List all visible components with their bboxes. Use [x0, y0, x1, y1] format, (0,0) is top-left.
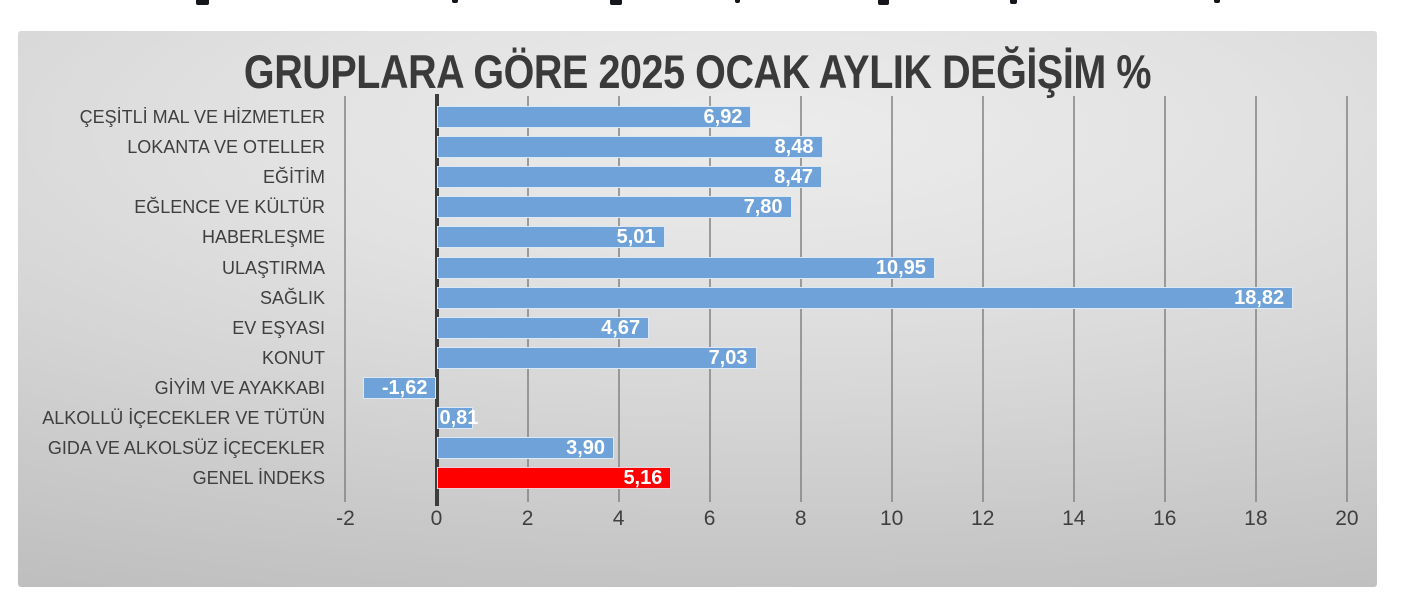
- category-label: GİYİM VE AYAKKABI: [154, 377, 325, 398]
- value-label: 8,47: [774, 166, 814, 189]
- bar: [436, 256, 935, 279]
- value-label: 4,67: [601, 316, 641, 339]
- category-label: EV EŞYASI: [232, 317, 325, 338]
- x-axis-tick-label: 0: [430, 507, 443, 530]
- category-label: HABERLEŞME: [201, 227, 325, 248]
- cropped-glyph-mark: [878, 0, 889, 5]
- gridline: [344, 96, 347, 502]
- cropped-glyph-mark: [735, 0, 740, 3]
- x-axis-tick-label: 8: [794, 507, 807, 530]
- chart-area: GRUPLARA GÖRE 2025 OCAK AYLIK DEĞİŞİM % …: [18, 31, 1377, 587]
- category-label: ÇEŞİTLİ MAL VE HİZMETLER: [79, 107, 325, 127]
- bar: [436, 407, 474, 429]
- bar: [436, 166, 823, 189]
- bar: [436, 226, 665, 249]
- plot-area: -2 0 2 4 6 8 10 12 14 16 18 20 ÇEŞİTLİ MAL VE HİZMET…: [18, 31, 1377, 587]
- x-axis-tick-label: 14: [1062, 507, 1086, 530]
- category-label: LOKANTA VE OTELLER: [127, 137, 325, 158]
- bar: [436, 136, 823, 159]
- x-axis-tick-label: 10: [880, 507, 904, 530]
- value-label: 5,01: [616, 226, 656, 249]
- value-label: 10,95: [875, 256, 926, 279]
- value-label: 18,82: [1234, 286, 1285, 309]
- category-label: GENEL İNDEKS: [192, 468, 325, 489]
- cropped-glyph-mark: [610, 0, 622, 5]
- value-label: -1,62: [381, 376, 428, 399]
- x-axis-tick-label: 2: [521, 507, 534, 530]
- category-label: KONUT: [262, 347, 325, 368]
- cropped-text-remnant: [0, 0, 1406, 8]
- x-axis-tick-label: 16: [1153, 507, 1177, 530]
- bar: [436, 196, 792, 219]
- x-axis-tick-label: 12: [971, 507, 995, 530]
- cropped-glyph-mark: [196, 0, 209, 5]
- value-label: 7,80: [743, 196, 783, 219]
- chart-title: GRUPLARA GÖRE 2025 OCAK AYLIK DEĞİŞİM %: [243, 45, 1152, 98]
- value-label: 8,48: [774, 136, 814, 159]
- bar: [436, 346, 757, 369]
- bar: [436, 316, 650, 339]
- bar: [436, 106, 752, 128]
- x-axis-tick-label: 4: [612, 507, 625, 530]
- cropped-glyph-mark: [1010, 0, 1017, 4]
- category-label: ULAŞTIRMA: [221, 257, 325, 278]
- category-label: ALKOLLÜ İÇECEKLER VE TÜTÜN: [42, 408, 325, 428]
- value-label: 3,90: [566, 437, 606, 460]
- value-label: 7,03: [708, 346, 748, 369]
- x-axis-tick-label: -2: [336, 507, 355, 530]
- category-label: SAĞLIK: [259, 287, 325, 308]
- value-label: 6,92: [703, 106, 743, 128]
- bar: [436, 286, 1294, 309]
- cropped-glyph-mark: [1214, 0, 1220, 3]
- x-axis-tick-label: 18: [1244, 507, 1268, 530]
- x-axis-tick-label: 6: [703, 507, 716, 530]
- bar: [436, 437, 615, 460]
- category-label: EĞLENCE VE KÜLTÜR: [134, 197, 325, 218]
- value-label: 0,81: [439, 407, 479, 429]
- cropped-glyph-mark: [452, 0, 458, 3]
- category-label: GIDA VE ALKOLSÜZ İÇECEKLER: [47, 438, 325, 459]
- bar: [362, 376, 437, 399]
- value-label: 5,16: [623, 467, 663, 490]
- bar: [436, 467, 672, 490]
- category-label: EĞİTİM: [263, 167, 325, 188]
- gridline: [1345, 96, 1348, 502]
- x-axis-tick-label: 20: [1335, 507, 1359, 530]
